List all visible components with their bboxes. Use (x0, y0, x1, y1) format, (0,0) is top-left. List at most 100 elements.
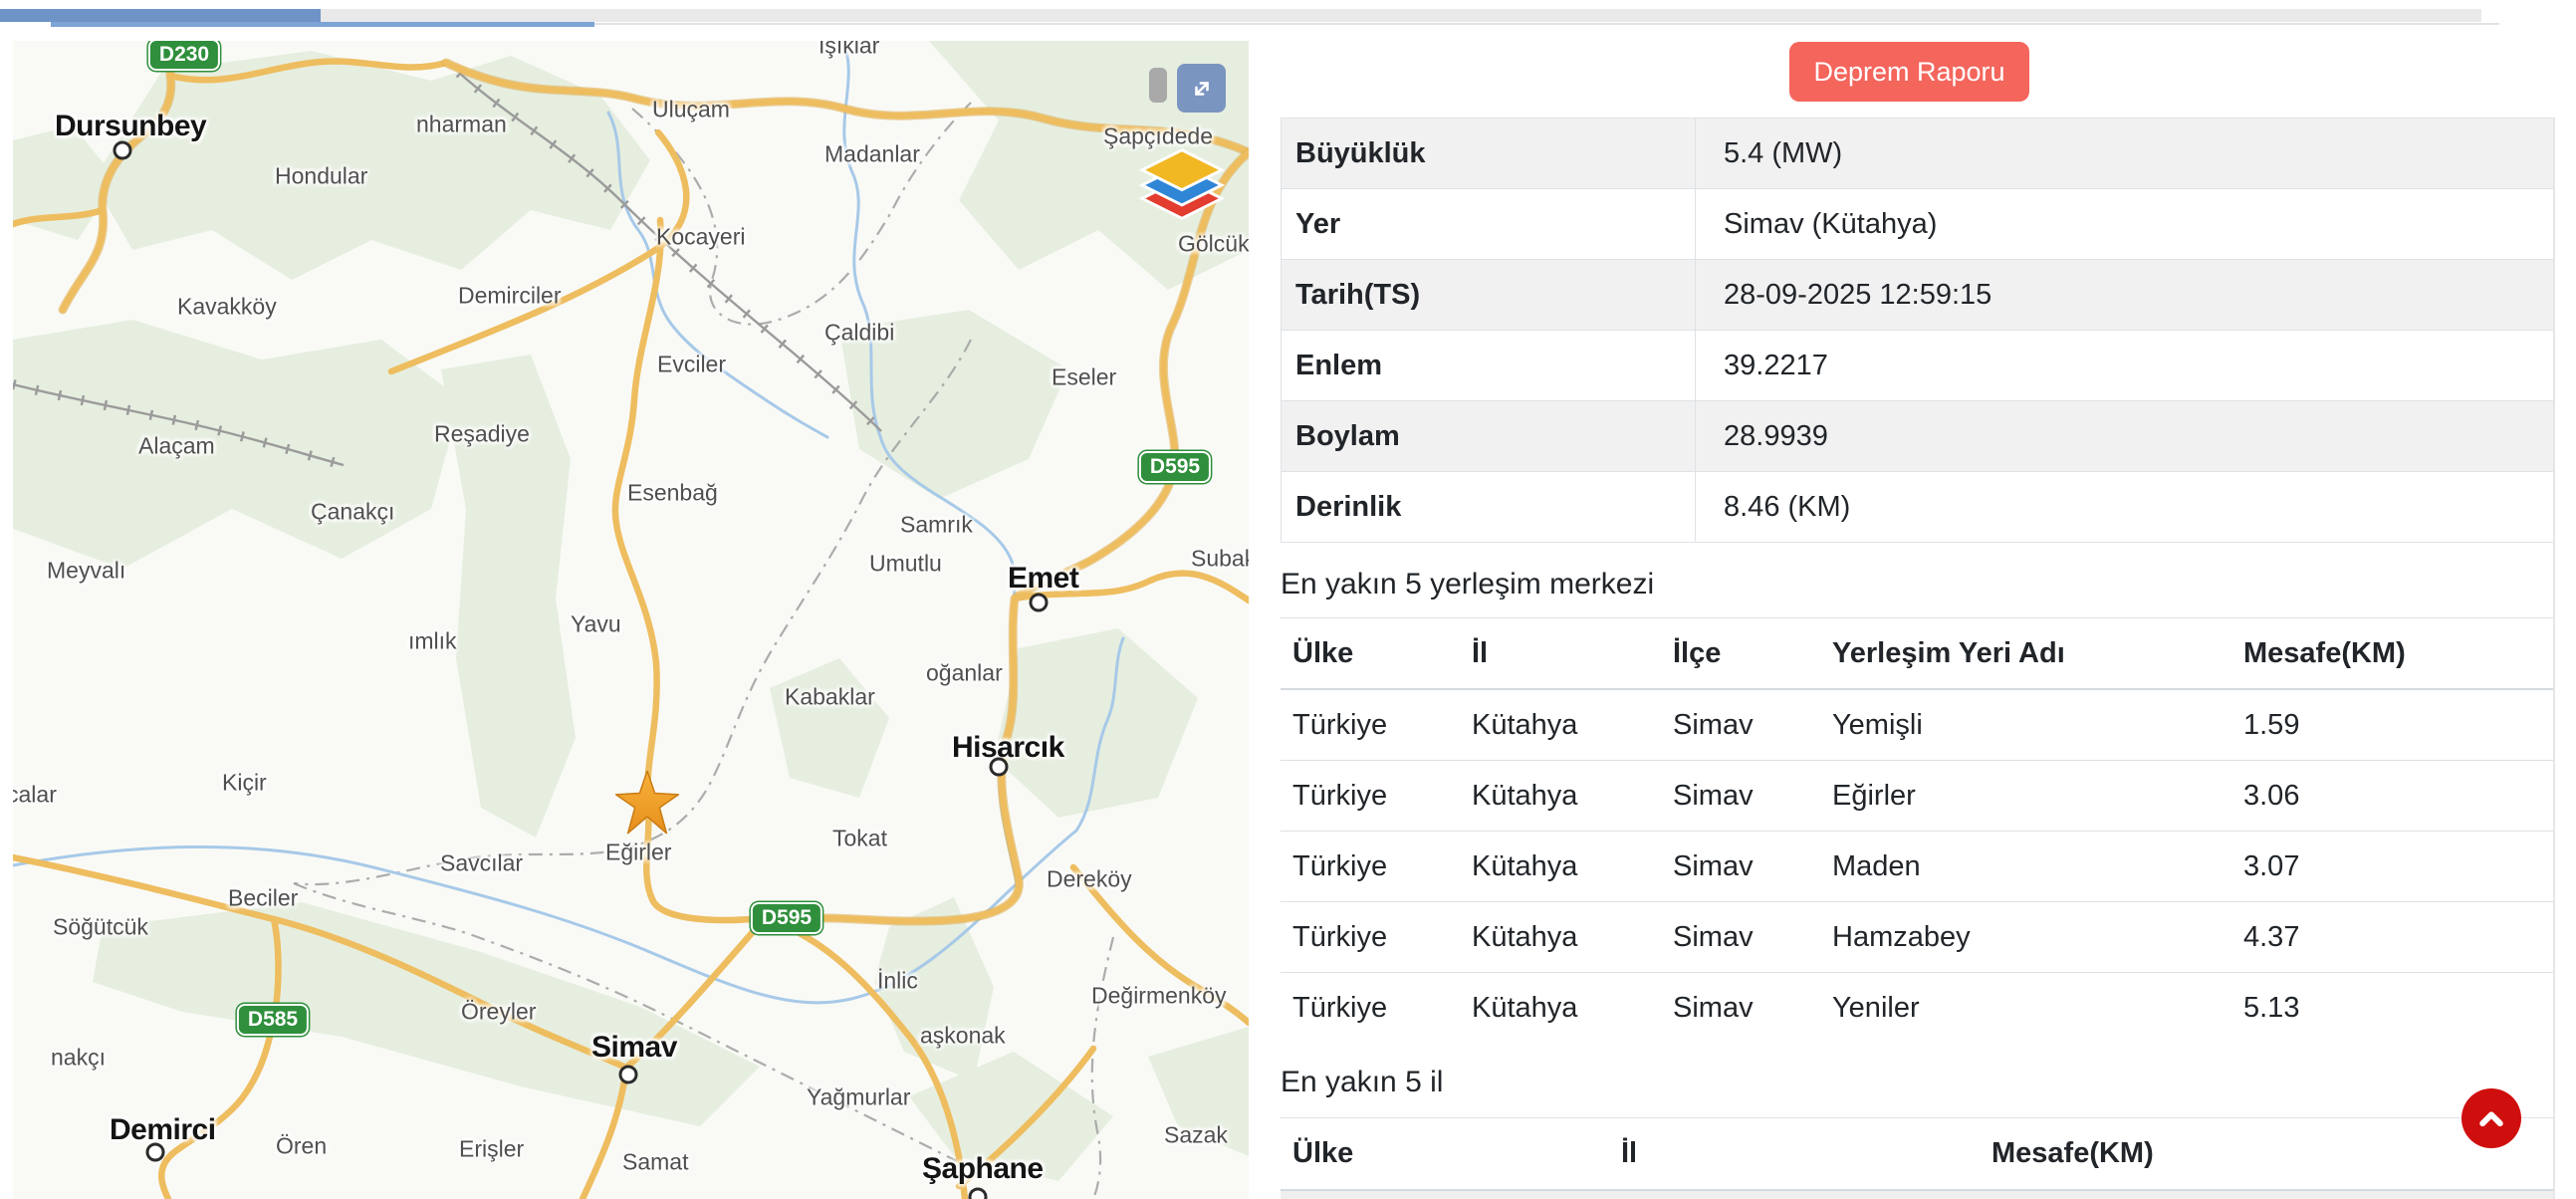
roads (13, 41, 1249, 1199)
column-header: İl (1460, 617, 1661, 690)
table-header-row: Ülke İl İlçe Yerleşim Yeri Adı Mesafe(KM) (1281, 617, 2553, 690)
column-header: İlçe (1661, 617, 1820, 690)
cell: Türkiye (1281, 688, 1460, 761)
map-label: Beciler (228, 884, 299, 911)
map-label: Değirmenköy (1091, 982, 1227, 1009)
info-label: Yer (1281, 188, 1696, 260)
info-row: Boylam 28.9939 (1281, 400, 2554, 472)
info-value: 8.46 (KM) (1695, 471, 2554, 543)
table-row: Türkiye Kütahya Simav Hamzabey 4.37 (1281, 901, 2553, 973)
map-label: Hisarcık (952, 731, 1064, 764)
map-label: ımlık (408, 627, 457, 654)
map-label: Alaçam (138, 432, 215, 459)
info-value: Simav (Kütahya) (1695, 188, 2554, 260)
road-shield: D595 (750, 902, 823, 934)
cell: Yeniler (1820, 972, 2231, 1043)
cell: 3.06 (2231, 760, 2553, 832)
column-header: Ülke (1281, 617, 1460, 690)
info-value: 28.9939 (1695, 400, 2554, 472)
map-label: Demirciler (458, 282, 562, 309)
info-row: Tarih(TS) 28-09-2025 12:59:15 (1281, 259, 2554, 331)
info-label: Tarih(TS) (1281, 259, 1696, 331)
info-row: Derinlik 8.46 (KM) (1281, 471, 2554, 543)
table-row: Türkiye Kütahya Simav Yemişli 1.59 (1281, 688, 2553, 761)
town-marker (145, 1142, 165, 1162)
map-fullscreen-button[interactable] (1177, 64, 1226, 113)
town-marker (1029, 593, 1049, 612)
map-label: Meyvalı (47, 557, 126, 584)
scroll-to-top-button[interactable] (2461, 1088, 2521, 1148)
column-header: Mesafe(KM) (2231, 617, 2553, 690)
info-value: 5.4 (MW) (1695, 118, 2554, 189)
epicenter-star-marker[interactable] (614, 771, 680, 835)
map-label: Şaphane (922, 1152, 1044, 1185)
cell: Kütahya (1460, 901, 1661, 973)
cell: Simav (1661, 972, 1820, 1043)
inactive-tab-bar[interactable] (321, 9, 2481, 22)
nearest-provinces-title: En yakın 5 il (1281, 1066, 1444, 1098)
column-header: Yerleşim Yeri Adı (1820, 617, 2231, 690)
map-label: Kocayeri (656, 223, 746, 250)
map-label: Çanakçı (311, 498, 395, 525)
road-shield: D595 (1138, 451, 1212, 483)
map-label: İnlic (877, 967, 918, 994)
info-label: Derinlik (1281, 471, 1696, 543)
map-label: Kabaklar (785, 683, 875, 710)
earthquake-map[interactable]: Dursunbey Emet Hisarcık Simav Demirci Şaphane… (13, 41, 1249, 1199)
cell: Türkiye (1281, 972, 1460, 1043)
map-label: Eseler (1052, 363, 1117, 390)
cell: 3.07 (2231, 831, 2553, 902)
map-label: Hondular (275, 162, 368, 189)
map-label: Reşadiye (434, 420, 530, 447)
deprem-raporu-button[interactable]: Deprem Raporu (1789, 42, 2029, 102)
map-label: Söğütcük (53, 913, 148, 940)
map-label: Emet (1008, 562, 1079, 595)
active-tab-bar[interactable] (0, 9, 321, 22)
map-label: Savcılar (440, 849, 524, 876)
info-label: Boylam (1281, 400, 1696, 472)
partial-table-row (1281, 1191, 2553, 1199)
map-zoom-handle[interactable] (1149, 68, 1167, 103)
info-value: 39.2217 (1695, 330, 2554, 401)
cell: Kütahya (1460, 972, 1661, 1043)
expand-icon (1194, 81, 1209, 96)
town-marker (113, 140, 132, 160)
map-label: Simav (591, 1031, 677, 1064)
map-label: Dursunbey (55, 110, 207, 142)
cell: Simav (1661, 831, 1820, 902)
earthquake-info-table: Büyüklük 5.4 (MW) Yer Simav (Kütahya) Tarih(… (1281, 118, 2554, 543)
town-marker (989, 757, 1009, 777)
map-label: Ören (276, 1132, 328, 1159)
table-row: Türkiye Kütahya Simav Maden 3.07 (1281, 831, 2553, 902)
map-label: Işıklar (819, 41, 880, 59)
table-header-row: Ülke İl Mesafe(KM) (1281, 1117, 2553, 1192)
map-label: Kiçir (222, 769, 267, 796)
map-label: Çaldibi (824, 319, 895, 346)
map-label: Kavakköy (177, 293, 277, 320)
map-label: Samrık (900, 511, 973, 538)
map-label: Esenbağ (627, 479, 718, 506)
cell: 1.59 (2231, 688, 2553, 761)
map-label: Dereköy (1047, 865, 1132, 892)
table-row: Türkiye Kütahya Simav Eğirler 3.06 (1281, 760, 2553, 832)
info-label: Enlem (1281, 330, 1696, 401)
map-label: nharman (416, 111, 507, 137)
map-label: Evciler (657, 351, 727, 377)
map-label: Uluçam (652, 96, 730, 122)
tab-underline-gray (594, 23, 2499, 25)
map-label: Yavu (571, 610, 621, 637)
map-label: Subak (1191, 545, 1249, 572)
cell: Kütahya (1460, 688, 1661, 761)
map-label: Eğirler (605, 839, 672, 865)
town-marker (968, 1187, 988, 1199)
map-label: aşkonak (920, 1022, 1006, 1049)
map-label: Samat (622, 1148, 689, 1175)
cell: Kütahya (1460, 760, 1661, 832)
map-label: Erişler (459, 1135, 525, 1162)
column-header: Ülke (1281, 1117, 1609, 1192)
map-label: Tokat (832, 825, 887, 851)
map-layers-icon[interactable] (1132, 144, 1232, 224)
map-label: Şapçıdede (1103, 122, 1213, 149)
table-row: Türkiye Kütahya Simav Yeniler 5.13 (1281, 972, 2553, 1043)
